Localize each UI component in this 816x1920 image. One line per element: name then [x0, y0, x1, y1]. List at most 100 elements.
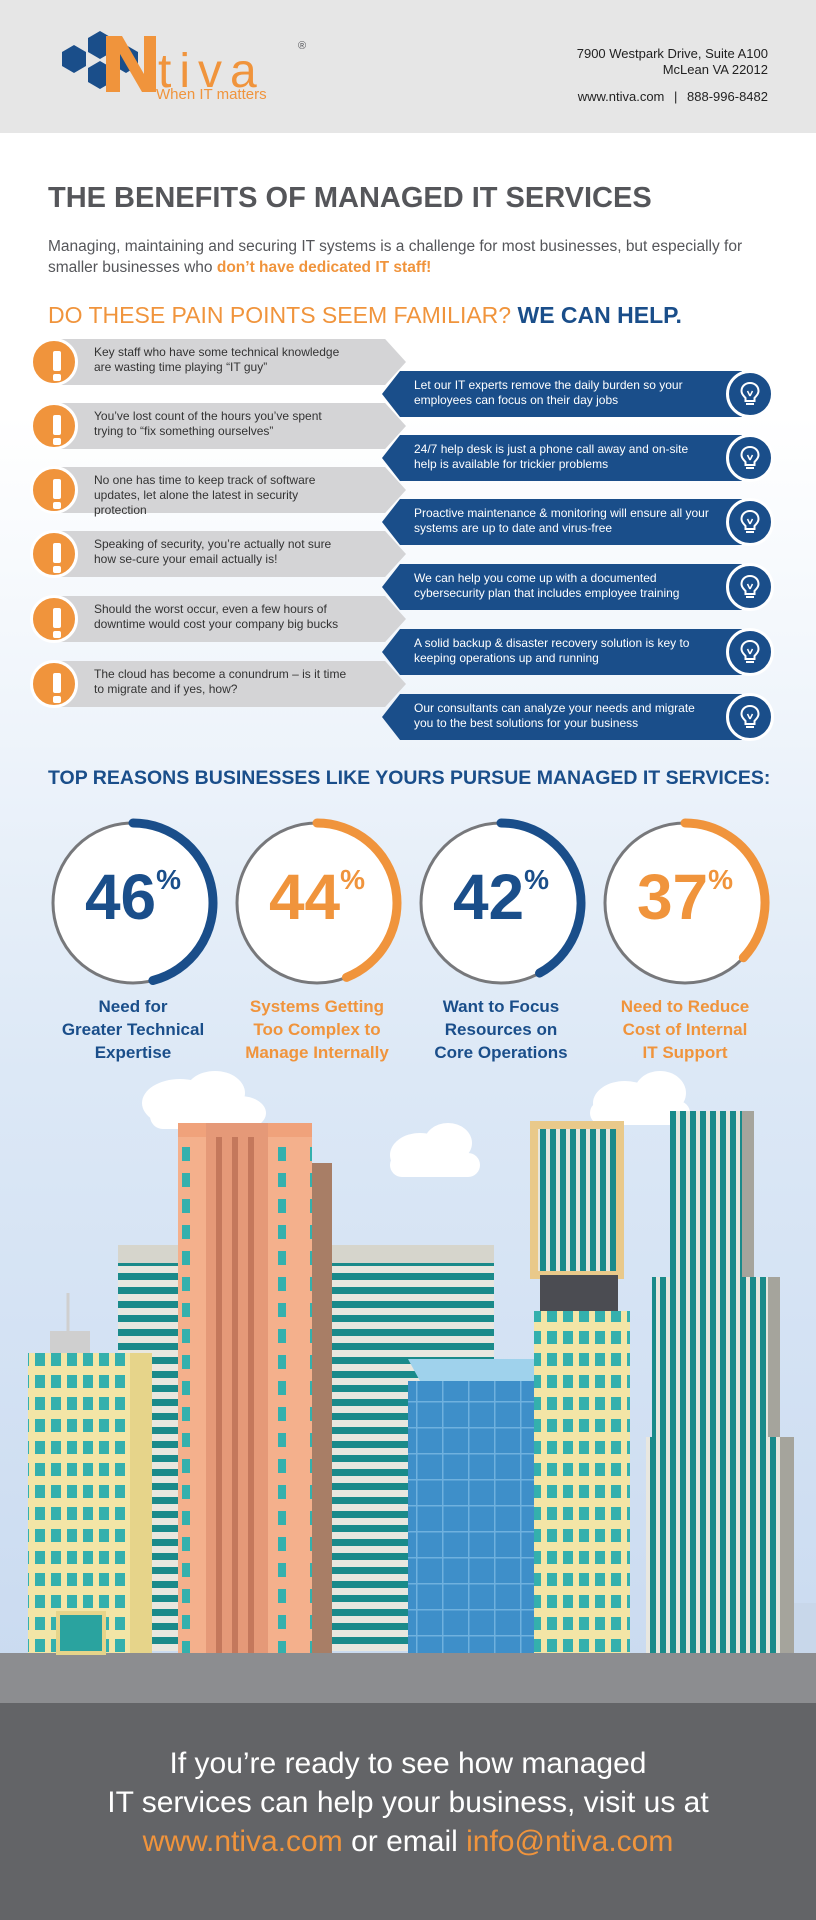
stat-arc	[312, 818, 402, 982]
stat-label-line: Core Operations	[434, 1043, 568, 1062]
stat-percentage: 42%	[416, 860, 586, 934]
pain-point: Key staff who have some technical knowle…	[30, 338, 406, 386]
stat-unit: %	[156, 864, 182, 895]
stat-ring	[235, 818, 402, 985]
pain-point-text: Speaking of security, you’re actually no…	[94, 537, 332, 566]
exclamation-icon	[30, 660, 78, 708]
stat-label: Need to Reduce Cost of Internal IT Support	[590, 995, 780, 1064]
solution-text: Let our IT experts remove the daily burd…	[414, 378, 683, 407]
solution-item: Let our IT experts remove the daily burd…	[382, 370, 774, 418]
stat-label-line: Resources on	[444, 1020, 558, 1039]
contact-separator: |	[674, 89, 678, 104]
pain-point-text: Should the worst occur, even a few hours…	[94, 602, 339, 631]
exclamation-icon	[30, 595, 78, 643]
city-skyline-illustration	[0, 1071, 816, 1703]
exclamation-icon	[30, 530, 78, 578]
stat-arc	[496, 818, 586, 978]
stat-ring	[419, 818, 586, 985]
address-line-2: McLean VA 22012	[662, 62, 768, 77]
solution-text: Our consultants can analyze your needs a…	[414, 701, 695, 730]
lightbulb-icon	[740, 445, 760, 469]
pain-point-text: The cloud has become a conundrum – is it…	[94, 667, 347, 696]
stat-value: 44	[268, 861, 341, 933]
stat-label: Want to Focus Resources on Core Operations	[406, 995, 596, 1064]
stat-label-line: Need for	[98, 997, 168, 1016]
solution-item: Our consultants can analyze your needs a…	[382, 693, 774, 741]
stat-label-line: Too Complex to	[253, 1020, 381, 1039]
lightbulb-icon	[740, 574, 760, 598]
address-line-1: 7900 Westpark Drive, Suite A100	[576, 46, 768, 61]
pain-answer: WE CAN HELP.	[517, 302, 682, 328]
cta-line-3: www.ntiva.com or email info@ntiva.com	[0, 1825, 816, 1859]
exclamation-icon	[30, 338, 78, 386]
stat-arc	[680, 818, 770, 963]
stat-unit: %	[708, 864, 734, 895]
footer-mid-text: or email	[351, 1825, 458, 1858]
pain-question: DO THESE PAIN POINTS SEEM FAMILIAR?	[48, 302, 512, 328]
lightbulb-icon	[740, 704, 760, 728]
intro-paragraph: Managing, maintaining and securing IT sy…	[48, 236, 768, 278]
logo-hexagon-icon	[62, 31, 156, 92]
stat-label-line: Greater Technical	[61, 1020, 205, 1039]
cta-line-2: IT services can help your business, visi…	[107, 1786, 709, 1819]
pain-point: Speaking of security, you’re actually no…	[30, 530, 406, 578]
stat-label-line: IT Support	[642, 1043, 728, 1062]
stat-label-line: Cost of Internal	[622, 1020, 748, 1039]
solution-text: 24/7 help desk is just a phone call away…	[414, 442, 689, 471]
solution-item: A solid backup & disaster recovery solut…	[382, 628, 774, 676]
address: 7900 Westpark Drive, Suite A100 McLean V…	[577, 46, 768, 78]
stat-percentage: 44%	[232, 860, 402, 934]
pain-point-text: Key staff who have some technical knowle…	[94, 345, 340, 374]
stat-label-line: Systems Getting	[249, 997, 385, 1016]
header: tiva ® When IT matters 7900 Westpark Dri…	[0, 0, 816, 133]
stat-percentage: 46%	[48, 860, 218, 934]
stat-unit: %	[340, 864, 366, 895]
stat-label-line: Manage Internally	[245, 1043, 389, 1062]
solution-item: We can help you come up with a documente…	[382, 563, 774, 611]
stat-label-line: Want to Focus	[442, 997, 560, 1016]
stat-ring	[603, 818, 770, 985]
contact-line: www.ntiva.com | 888-996-8482	[578, 89, 768, 104]
lightbulb-icon	[740, 381, 760, 405]
cloud-icon	[142, 1071, 266, 1130]
exclamation-icon	[30, 466, 78, 514]
stat-unit: %	[524, 864, 550, 895]
solution-item: 24/7 help desk is just a phone call away…	[382, 434, 774, 482]
solution-text: Proactive maintenance & monitoring will …	[414, 506, 709, 535]
stat-value: 42	[452, 861, 525, 933]
stat-label: Need for Greater Technical Expertise	[38, 995, 228, 1064]
stat-value: 46	[84, 861, 157, 933]
pain-point-text: No one has time to keep track of softwar…	[94, 473, 316, 517]
pain-point: You’ve lost count of the hours you’ve sp…	[30, 402, 406, 450]
cta-line-1: If you’re ready to see how managed	[169, 1747, 647, 1780]
logo-wordmark: tiva	[158, 45, 265, 98]
solution-text: We can help you come up with a documente…	[414, 571, 680, 600]
pain-point-text: You’ve lost count of the hours you’ve sp…	[94, 409, 322, 438]
reasons-heading: TOP REASONS BUSINESSES LIKE YOURS PURSUE…	[48, 767, 771, 789]
website-link[interactable]: www.ntiva.com	[577, 89, 665, 104]
logo-tagline: When IT matters	[156, 86, 267, 103]
stat-arc	[128, 818, 218, 985]
pain-point: The cloud has become a conundrum – is it…	[30, 660, 406, 708]
phone-number[interactable]: 888-996-8482	[687, 89, 768, 104]
intro-highlight: don’t have dedicated IT staff!	[216, 259, 432, 276]
footer-website-link[interactable]: www.ntiva.com	[142, 1825, 343, 1858]
lightbulb-icon	[740, 639, 760, 663]
footer-email-link[interactable]: info@ntiva.com	[466, 1825, 674, 1858]
footer-cta: If you’re ready to see how managed IT se…	[0, 1703, 816, 1920]
cloud-icon	[390, 1123, 480, 1177]
registered-mark: ®	[298, 40, 307, 52]
pain-point: No one has time to keep track of softwar…	[30, 466, 406, 517]
pain-points-heading: DO THESE PAIN POINTS SEEM FAMILIAR? WE C…	[48, 302, 682, 329]
pain-point: Should the worst occur, even a few hours…	[30, 595, 406, 643]
stat-percentage: 37%	[600, 860, 770, 934]
ntiva-logo[interactable]: tiva ® When IT matters	[48, 30, 308, 110]
stat-label-line: Expertise	[94, 1043, 172, 1062]
stat-value: 37	[636, 861, 709, 933]
solution-text: A solid backup & disaster recovery solut…	[414, 636, 690, 665]
stat-label: Systems Getting Too Complex to Manage Inte…	[222, 995, 412, 1064]
lightbulb-icon	[740, 509, 760, 533]
solution-item: Proactive maintenance & monitoring will …	[382, 498, 774, 546]
cloud-icon	[590, 1071, 690, 1125]
stat-ring	[51, 818, 218, 985]
